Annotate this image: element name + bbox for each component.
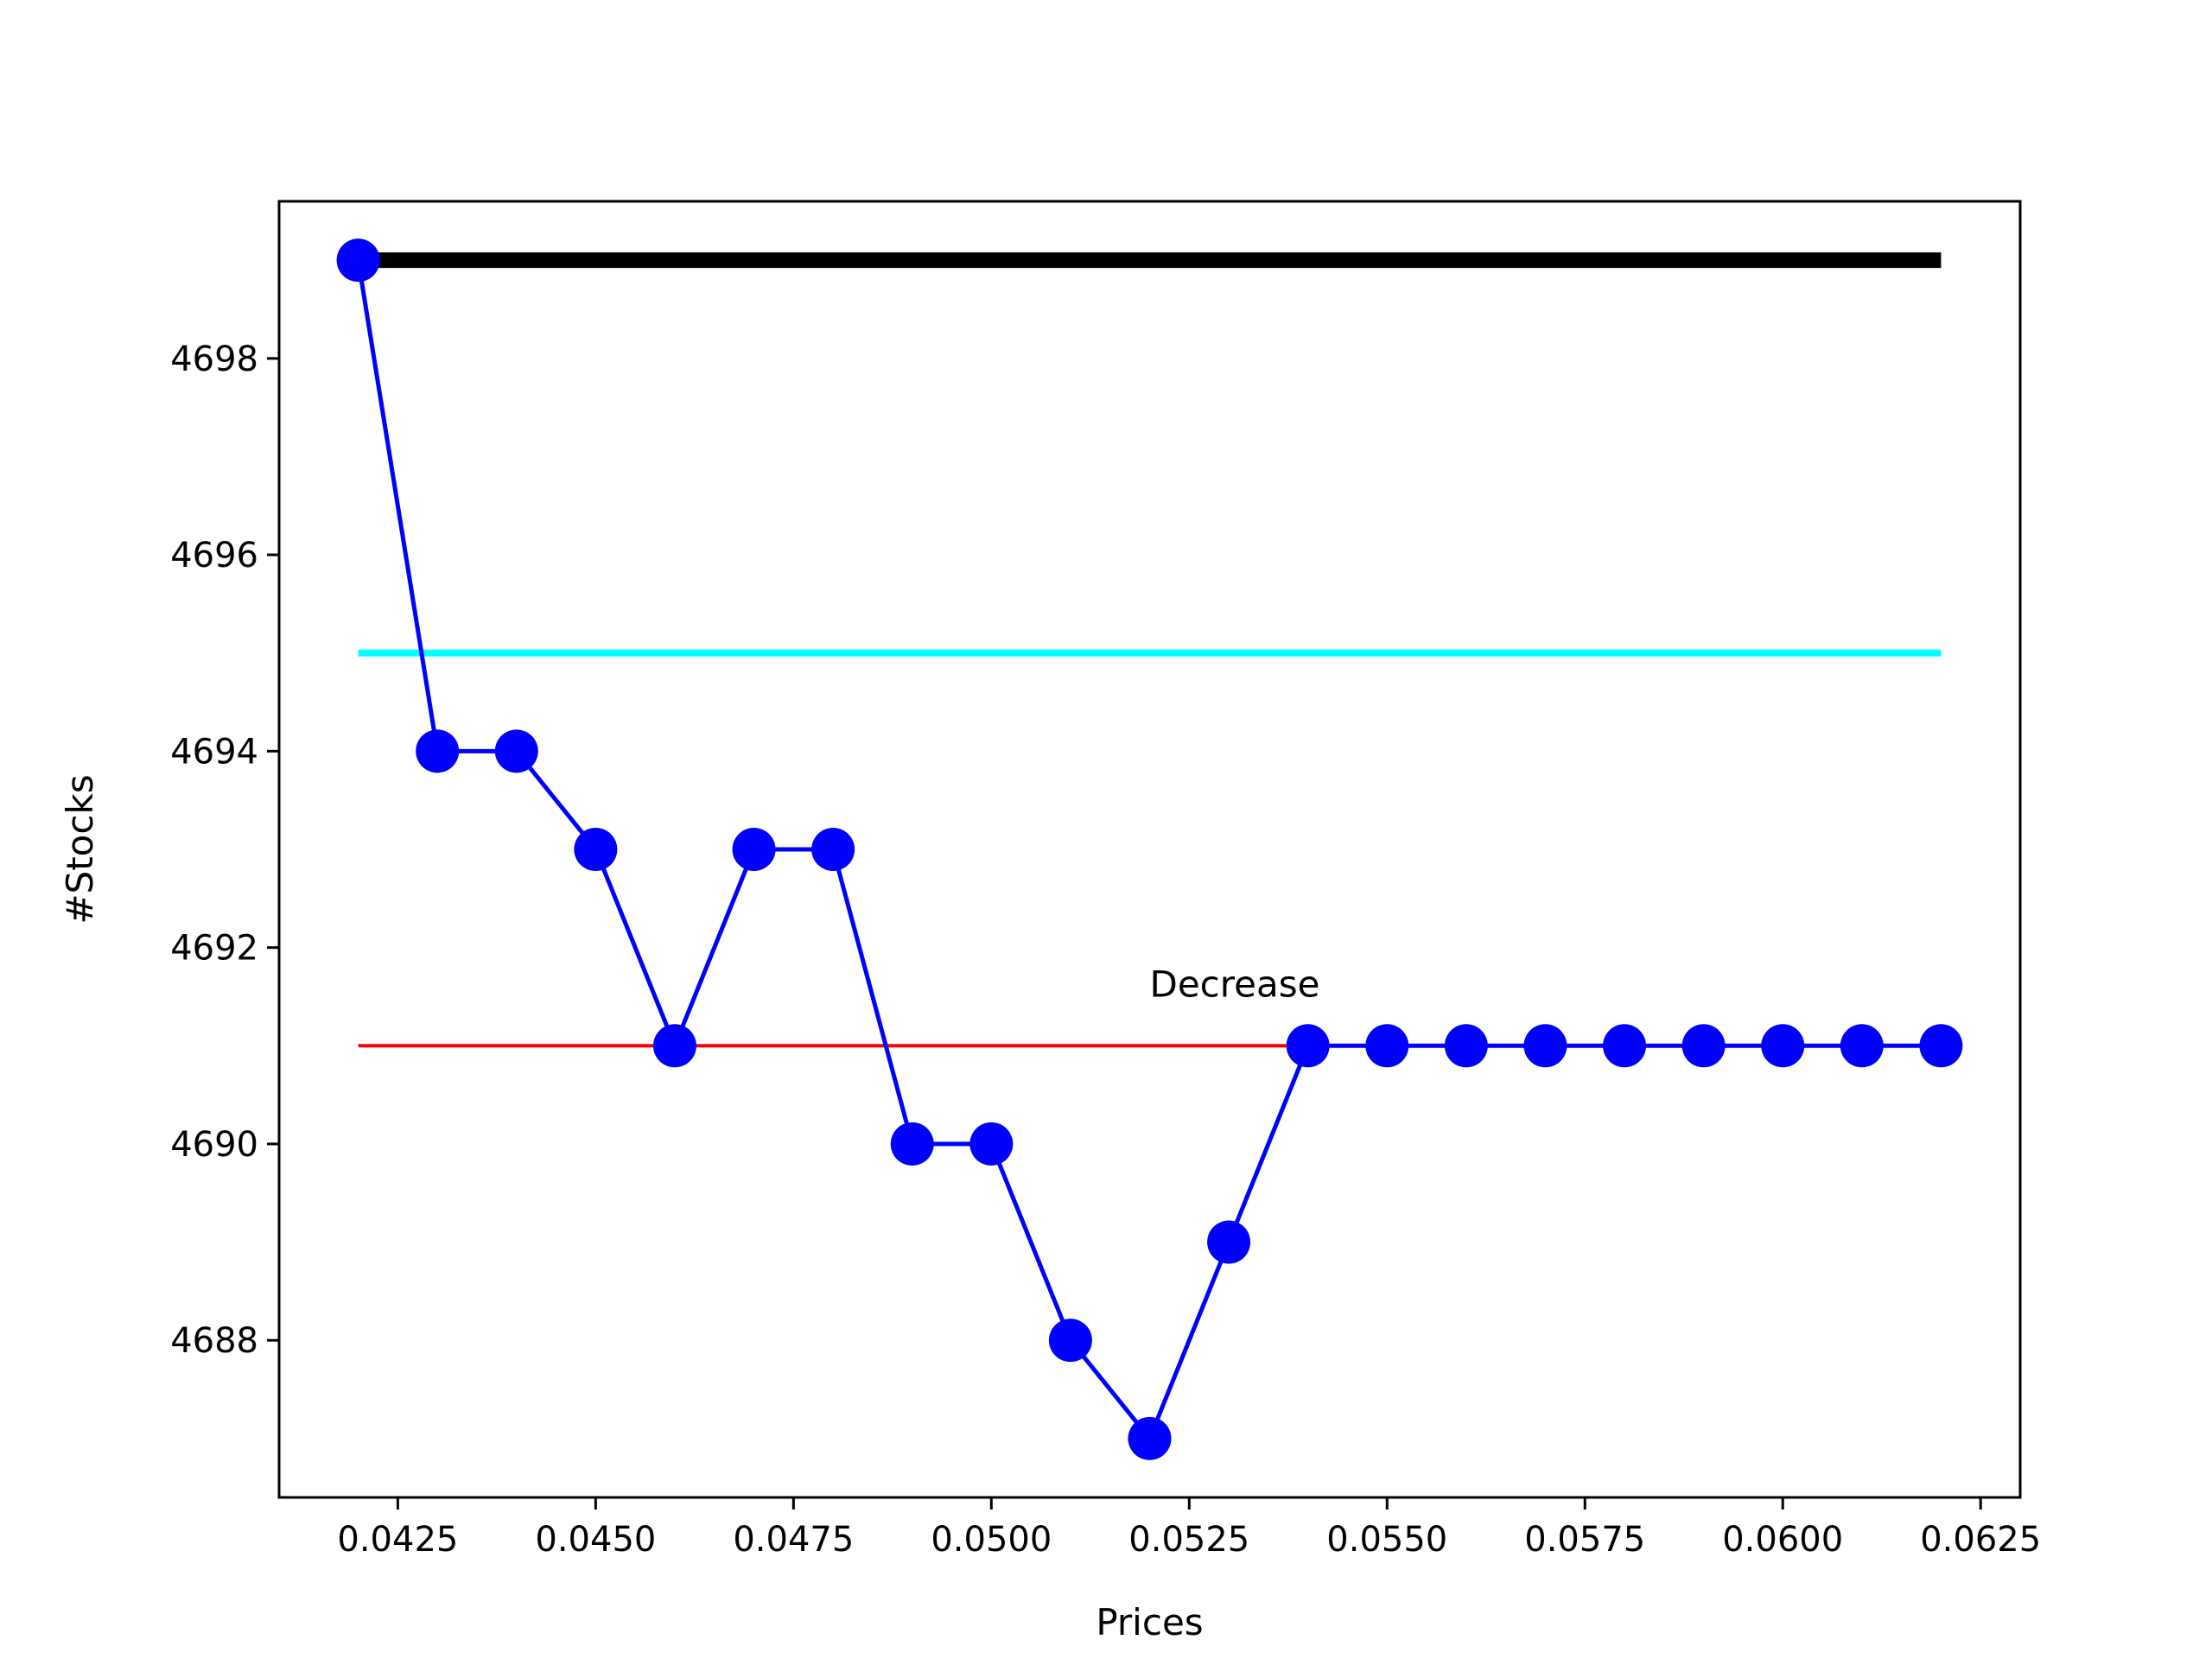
data-point: [1286, 1024, 1330, 1068]
x-tick-label: 0.0575: [1524, 1520, 1645, 1560]
x-tick-label: 0.0475: [733, 1520, 854, 1560]
y-tick-label: 4692: [170, 929, 258, 969]
y-tick-label: 4694: [170, 732, 258, 772]
y-tick-label: 4690: [170, 1125, 258, 1165]
data-point: [811, 828, 855, 871]
data-point: [969, 1122, 1014, 1166]
data-point: [416, 729, 460, 773]
y-tick-label: 4698: [170, 340, 258, 379]
x-tick-label: 0.0450: [535, 1520, 656, 1560]
data-point: [1444, 1024, 1488, 1068]
data-point: [1365, 1024, 1409, 1068]
x-tick-label: 0.0525: [1128, 1520, 1249, 1560]
data-point: [1128, 1416, 1172, 1460]
data-point: [1840, 1024, 1884, 1068]
data-point: [1919, 1024, 1963, 1068]
x-axis-ticks: 0.0425 0.0450 0.0475 0.0500 0.0525 0.0550 0.05…: [337, 1497, 2041, 1560]
data-point: [1048, 1319, 1092, 1363]
x-tick-label: 0.0625: [1920, 1520, 2041, 1560]
plot-area-frame: [277, 200, 2022, 1499]
data-point: [1207, 1220, 1251, 1264]
y-axis-ticks: 4688 4690 4692 4694 4696 4698: [170, 340, 279, 1361]
data-point: [494, 729, 538, 773]
data-point: [336, 238, 380, 283]
x-tick-label: 0.0550: [1326, 1520, 1447, 1560]
x-tick-label: 0.0500: [931, 1520, 1052, 1560]
y-axis-label: #Stocks: [59, 774, 101, 924]
data-point: [1603, 1024, 1647, 1068]
reference-lines: [358, 252, 1942, 1048]
series-layer: [336, 238, 1963, 1460]
data-point: [1681, 1024, 1726, 1068]
data-point: [574, 828, 618, 871]
x-tick-label: 0.0600: [1722, 1520, 1843, 1560]
y-tick-label: 4696: [170, 536, 258, 575]
y-tick-label: 4688: [170, 1321, 258, 1361]
x-tick-label: 0.0425: [337, 1520, 458, 1560]
data-point: [1761, 1024, 1805, 1068]
data-point: [652, 1024, 696, 1068]
data-point: [732, 828, 776, 871]
annotations: Decrease: [1150, 963, 1320, 1005]
data-point: [1523, 1024, 1567, 1068]
data-point: [890, 1122, 934, 1166]
x-axis-label: Prices: [1096, 1601, 1203, 1643]
annotation-label: Decrease: [1150, 963, 1320, 1005]
